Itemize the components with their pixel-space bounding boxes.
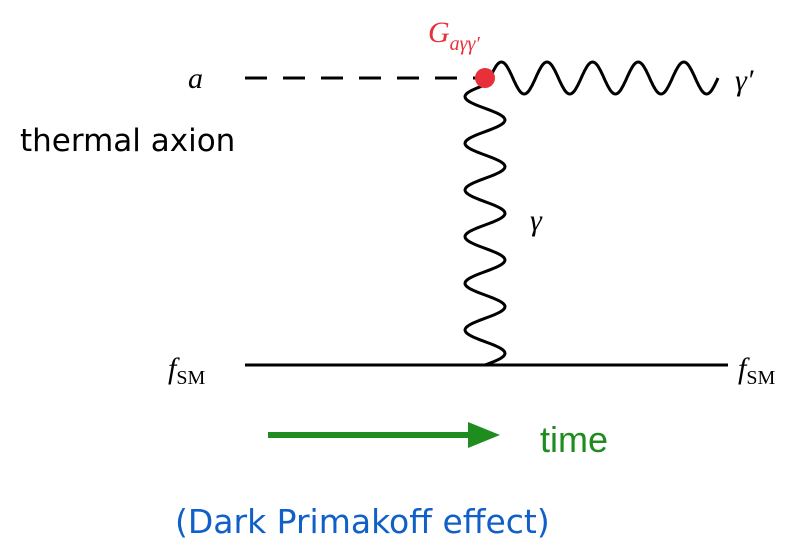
vertex-label: Gaγγ′ — [428, 16, 480, 55]
photon-label: γ — [530, 204, 543, 237]
time-arrow-head — [468, 422, 500, 448]
fermion-left-sub: SM — [176, 367, 205, 389]
fermion-right-sub: SM — [746, 367, 775, 389]
axion-caption: thermal axion — [20, 123, 235, 159]
axion-label: a — [188, 62, 203, 95]
caption: (Dark Primakoff effect) — [175, 502, 550, 541]
vertex-label-main: G — [428, 16, 450, 49]
dark-photon-label: γ′ — [735, 64, 754, 97]
vertex-label-sub: aγγ′ — [450, 33, 481, 55]
dark-photon-line — [488, 60, 720, 96]
fermion-right-label: fSM — [738, 352, 775, 389]
photon-propagator — [463, 83, 507, 367]
fermion-left-label: fSM — [168, 352, 205, 389]
vertex — [475, 68, 495, 88]
time-label: time — [540, 419, 608, 460]
